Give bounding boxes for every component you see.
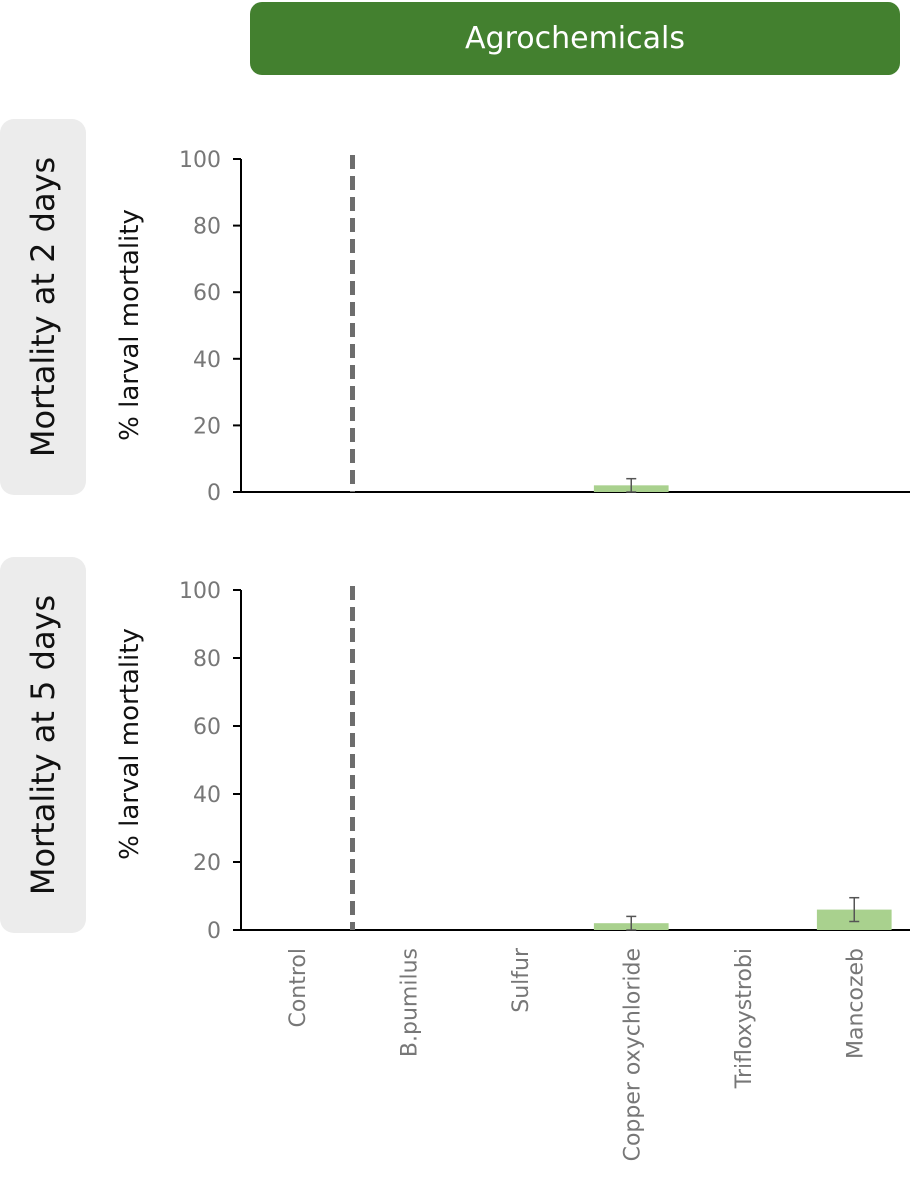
- panel-2-y-tick-label: 20: [193, 851, 221, 876]
- panel-2-y-tick-label: 60: [193, 715, 221, 740]
- panel-1-y-tick-label: 20: [193, 414, 221, 439]
- panel-2-category-label: Trifloxystrobi: [732, 948, 757, 1089]
- panel-2-category-label: Control: [286, 948, 311, 1028]
- panel-1-y-tick-label: 60: [193, 281, 221, 306]
- panel-2-category-label: Copper oxychloride: [620, 948, 645, 1161]
- panel-2-y-tick-label: 80: [193, 647, 221, 672]
- panel-1-y-tick-label: 80: [193, 215, 221, 240]
- panel-2-category-label: Mancozeb: [843, 948, 868, 1059]
- panel-2-category-label: B.pumilus: [397, 948, 422, 1057]
- panel-1-y-tick-label: 0: [207, 481, 221, 506]
- agrochemicals-banner: Agrochemicals: [250, 2, 900, 75]
- panel-1-y-tick-label: 100: [179, 148, 221, 173]
- panel-2-y-tick-label: 100: [179, 579, 221, 604]
- panel-2-y-tick-label: 0: [207, 919, 221, 944]
- panel-2-y-tick-label: 40: [193, 783, 221, 808]
- panel-1-side-box: [0, 119, 86, 495]
- banner-title: Agrochemicals: [465, 21, 685, 56]
- panel-2-category-label: Sulfur: [509, 947, 534, 1013]
- panel-1-y-tick-label: 40: [193, 348, 221, 373]
- panel-2-side-box: [0, 557, 86, 933]
